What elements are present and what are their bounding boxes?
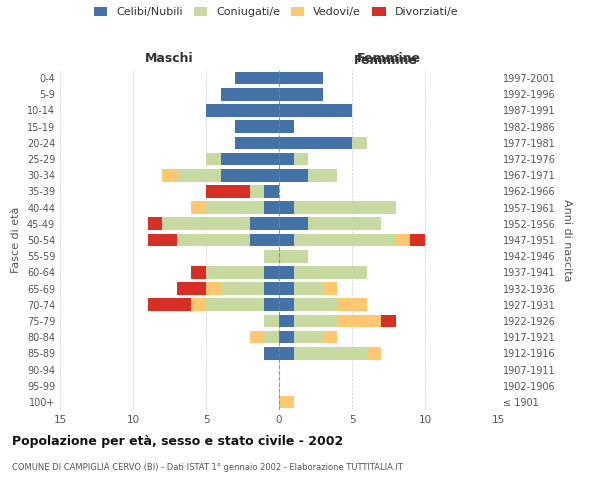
Bar [221,282,265,295]
Text: Popolazione per età, sesso e stato civile - 2002: Popolazione per età, sesso e stato civil… [12,435,343,448]
Bar [396,234,410,246]
Bar [206,266,265,278]
Bar [323,282,337,295]
Bar [410,234,425,246]
Y-axis label: Fasce di età: Fasce di età [11,207,21,273]
Y-axis label: Anni di nascita: Anni di nascita [562,198,572,281]
Bar [265,282,279,295]
Bar [235,136,279,149]
Bar [206,298,265,311]
Bar [293,282,323,295]
Bar [279,298,293,311]
Bar [279,152,293,166]
Bar [293,234,396,246]
Bar [337,314,381,328]
Bar [206,104,279,117]
Bar [279,331,293,344]
Bar [279,104,352,117]
Bar [148,218,162,230]
Bar [279,88,323,101]
Bar [279,169,308,181]
Text: Femmine: Femmine [356,52,421,65]
Bar [293,347,367,360]
Bar [221,88,279,101]
Bar [293,314,337,328]
Bar [308,218,381,230]
Bar [191,298,206,311]
Bar [177,169,221,181]
Bar [323,331,337,344]
Bar [293,298,337,311]
Bar [162,169,177,181]
Bar [206,185,250,198]
Bar [265,314,279,328]
Text: Femmine: Femmine [355,54,418,66]
Bar [337,298,367,311]
Bar [279,72,323,85]
Bar [206,202,265,214]
Bar [235,72,279,85]
Bar [265,298,279,311]
Bar [352,136,367,149]
Bar [279,396,293,408]
Bar [148,234,177,246]
Bar [279,314,293,328]
Bar [265,250,279,262]
Bar [293,152,308,166]
Bar [148,298,191,311]
Bar [279,282,293,295]
Bar [279,347,293,360]
Bar [250,185,265,198]
Bar [250,218,279,230]
Bar [191,202,206,214]
Bar [250,234,279,246]
Bar [177,282,206,295]
Bar [381,314,396,328]
Bar [279,136,352,149]
Bar [206,152,221,166]
Bar [293,202,396,214]
Bar [265,185,279,198]
Bar [279,250,308,262]
Bar [279,234,293,246]
Bar [221,152,279,166]
Bar [308,169,337,181]
Text: COMUNE DI CAMPIGLIA CERVO (BI) - Dati ISTAT 1° gennaio 2002 - Elaborazione TUTTI: COMUNE DI CAMPIGLIA CERVO (BI) - Dati IS… [12,462,403,471]
Bar [235,120,279,133]
Bar [265,202,279,214]
Bar [221,169,279,181]
Bar [293,331,323,344]
Bar [206,282,221,295]
Bar [279,120,293,133]
Bar [367,347,381,360]
Bar [293,266,367,278]
Bar [191,266,206,278]
Bar [162,218,250,230]
Bar [279,266,293,278]
Bar [265,331,279,344]
Legend: Celibi/Nubili, Coniugati/e, Vedovi/e, Divorziati/e: Celibi/Nubili, Coniugati/e, Vedovi/e, Di… [89,2,463,22]
Bar [177,234,250,246]
Bar [279,202,293,214]
Bar [279,218,308,230]
Bar [265,347,279,360]
Text: Maschi: Maschi [145,52,194,65]
Bar [265,266,279,278]
Bar [250,331,265,344]
